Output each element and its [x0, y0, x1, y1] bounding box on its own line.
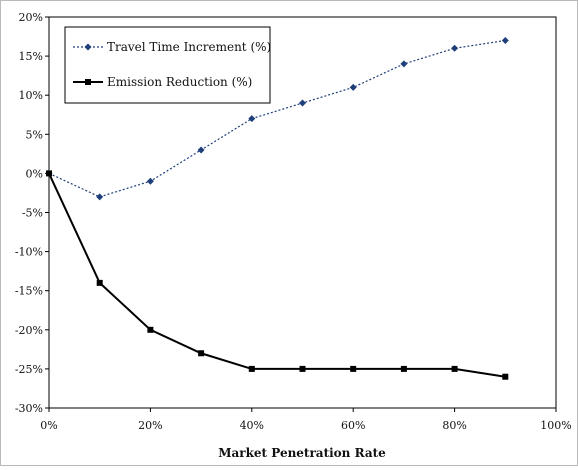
data-point-emission	[451, 365, 458, 372]
series-layer	[45, 36, 509, 380]
legend: Travel Time Increment (%) Emission Reduc…	[64, 26, 271, 104]
y-tick-label: 15%	[19, 50, 43, 63]
data-point-emission	[96, 279, 103, 286]
data-point-travel-time	[96, 193, 104, 201]
x-tick-label: 60%	[341, 419, 365, 432]
data-point-travel-time	[501, 36, 509, 44]
data-point-travel-time	[349, 83, 357, 91]
x-tick-label: 40%	[240, 419, 264, 432]
legend-box	[64, 26, 271, 104]
data-point-emission	[198, 350, 205, 357]
y-tick-label: -30%	[15, 402, 43, 415]
y-tick-label: -5%	[22, 207, 43, 220]
data-point-travel-time	[197, 146, 205, 154]
data-point-emission	[350, 365, 357, 372]
series-line-emission	[48, 172, 506, 378]
data-point-travel-time	[451, 44, 459, 52]
legend-label-travel-time: Travel Time Increment (%)	[107, 40, 271, 54]
y-tick-label: 5%	[26, 128, 43, 141]
legend-marker-emission	[85, 79, 91, 85]
y-tick-label: -15%	[15, 285, 43, 298]
x-tick-label: 20%	[138, 419, 162, 432]
x-tick-label: 80%	[442, 419, 466, 432]
data-point-emission	[299, 365, 306, 372]
series-line-travel-time	[48, 39, 506, 198]
y-tick-label: 0%	[26, 167, 43, 180]
y-tick-label: -10%	[15, 246, 43, 259]
data-point-emission	[502, 373, 509, 380]
legend-label-emission: Emission Reduction (%)	[107, 75, 252, 89]
x-tick-label: 100%	[540, 419, 571, 432]
data-point-travel-time	[299, 99, 306, 107]
data-point-travel-time	[400, 60, 408, 68]
y-tick-label: -20%	[15, 324, 43, 337]
y-axis: 20% 15% 10% 5% 0% -5% -10% -15% -20% -25% -30%	[15, 11, 49, 415]
data-point-travel-time	[146, 177, 154, 185]
y-tick-label: -25%	[15, 363, 43, 376]
x-axis: 0% 20% 40% 60% 80% 100%	[40, 408, 572, 432]
data-point-emission	[400, 365, 407, 372]
data-point-emission	[46, 170, 52, 177]
legend-marker-travel-time	[84, 43, 92, 51]
x-axis-title: Market Penetration Rate	[218, 446, 386, 460]
data-point-emission	[248, 365, 255, 372]
x-tick-label: 0%	[40, 419, 57, 432]
data-point-emission	[147, 326, 154, 333]
data-point-travel-time	[248, 115, 256, 123]
y-tick-label: 10%	[19, 89, 43, 102]
y-tick-label: 20%	[19, 11, 43, 24]
